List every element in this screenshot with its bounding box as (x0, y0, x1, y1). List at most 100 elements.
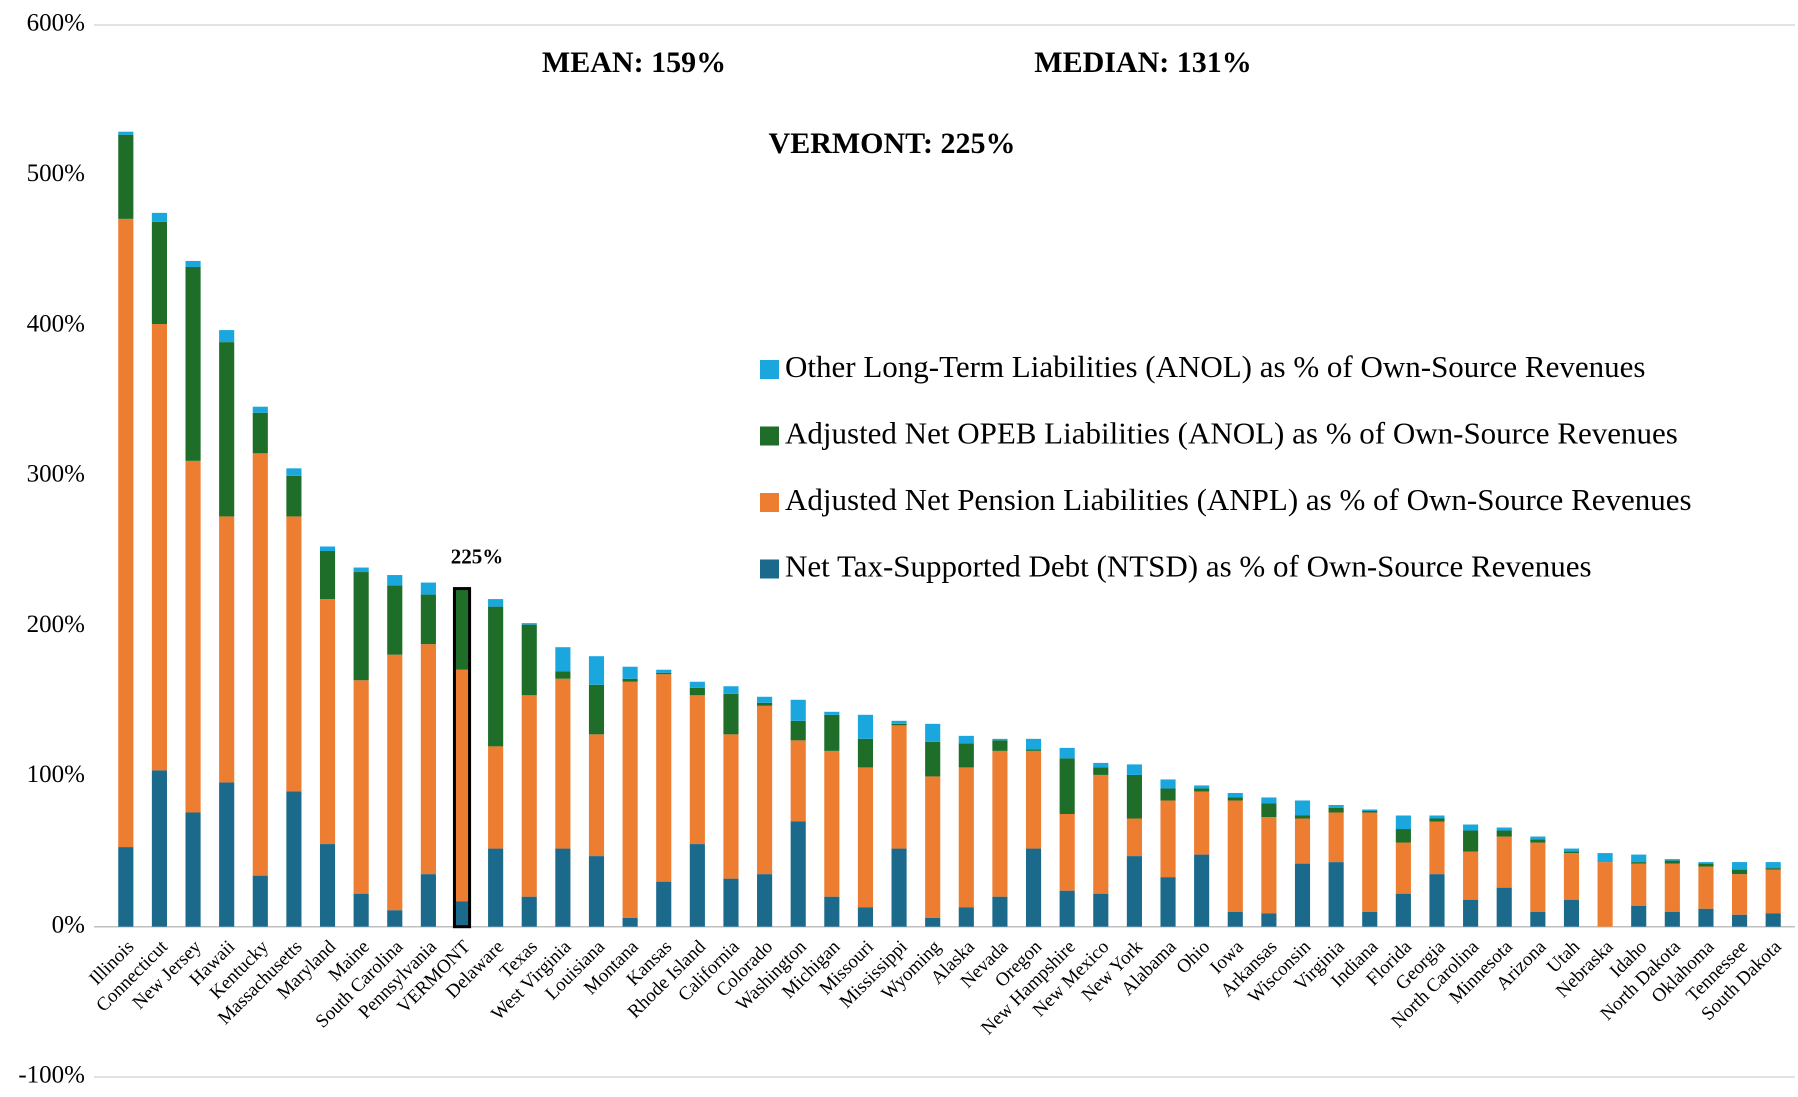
legend-swatch (760, 493, 779, 512)
bar-segment (1530, 839, 1546, 843)
bar-segment (824, 711, 840, 715)
bar-segment (1194, 854, 1210, 927)
bar-segment (118, 218, 134, 848)
bar-segment (925, 776, 941, 918)
bar-segment (992, 738, 1008, 741)
bar-segment (689, 687, 705, 696)
bar-segment (723, 734, 739, 879)
bar-segment (387, 910, 403, 927)
bar-segment (1362, 809, 1378, 811)
bar-segment (1530, 842, 1546, 912)
bar-segment (454, 588, 470, 670)
bar-segment (790, 821, 806, 927)
bar-segment (1732, 862, 1748, 870)
legend-label: Adjusted Net OPEB Liabilities (ANOL) as … (785, 416, 1678, 451)
bar-segment (790, 740, 806, 822)
legend-swatch (760, 426, 779, 446)
bar-segment (1194, 785, 1210, 789)
bar-segment (1496, 830, 1512, 837)
bar-segment (353, 680, 369, 894)
bar-segment (1059, 890, 1075, 927)
bar-segment (387, 575, 403, 586)
bar-segment (1261, 913, 1277, 927)
vermont-annotation: VERMONT: 225% (769, 127, 1016, 160)
bar-segment (118, 134, 134, 219)
bar-segment (588, 684, 605, 735)
bar-segment (286, 791, 302, 927)
bar-segment (1765, 869, 1781, 914)
bar-segment (219, 782, 235, 927)
bar-segment (521, 623, 537, 625)
bar-segment (353, 572, 369, 681)
bar-segment (656, 669, 672, 673)
x-tick-label: Ohio (1173, 936, 1215, 978)
bar-segment (319, 551, 336, 600)
bar-segment (1664, 860, 1680, 864)
bar-segment (1328, 812, 1344, 863)
bar-segment (1261, 817, 1277, 914)
legend-label: Other Long-Term Liabilities (ANOL) as % … (785, 349, 1645, 384)
bar-segment (622, 678, 638, 682)
bar-segment (1227, 911, 1243, 927)
bar-segment (1194, 791, 1210, 855)
bar-segment (622, 681, 638, 918)
bar-segment (1698, 862, 1714, 864)
bar-segment (118, 131, 134, 135)
bar-segment (588, 856, 605, 927)
bar-segment (891, 848, 907, 927)
bar-segment (1765, 913, 1781, 927)
bar-segment (1093, 767, 1109, 775)
bar-segment (689, 844, 705, 927)
bar-segment (824, 896, 840, 927)
bar-segment (891, 720, 907, 724)
bar-segment (151, 221, 167, 325)
bar-segment (454, 669, 470, 902)
bar-segment (185, 266, 201, 461)
bar-segment (185, 460, 201, 813)
bar-segment (1160, 800, 1176, 878)
bar-segment (488, 746, 504, 849)
bar-segment (790, 699, 806, 721)
bar-segment (319, 546, 336, 551)
bar-segment (1664, 863, 1680, 912)
bar-segment (757, 702, 773, 706)
bar-segment (1093, 893, 1109, 927)
bar-segment (1732, 874, 1748, 915)
bar-segment (286, 516, 302, 792)
bar-segment (1025, 738, 1042, 750)
bar-segment (252, 453, 268, 876)
bar-segment (420, 582, 436, 595)
bar-segment (1160, 779, 1176, 789)
bar-segment (387, 585, 403, 655)
bar-segment (252, 412, 268, 454)
bar-segment (723, 686, 739, 694)
bar-segment (1664, 911, 1680, 927)
y-tick-label: 400% (27, 310, 85, 337)
bar-segment (1160, 877, 1176, 927)
bar-segment (1227, 797, 1243, 801)
bar-segment (1395, 893, 1411, 927)
bar-segment (488, 848, 504, 927)
bar-segment (958, 735, 974, 744)
bar-segment (656, 674, 672, 882)
total-label: 225% (451, 544, 504, 568)
bar-segment (857, 907, 874, 927)
bar-segment (1093, 762, 1109, 768)
bar-segment (891, 725, 907, 849)
bar-segment (420, 874, 436, 927)
bar-segment (1126, 764, 1142, 775)
bar-segment (790, 720, 806, 741)
bar-segment (1732, 869, 1748, 875)
bar-segment (656, 881, 672, 927)
bar-segment (1126, 774, 1142, 819)
bar-segment (689, 695, 705, 845)
y-tick-label: -100% (18, 1062, 85, 1089)
bar-segment (824, 714, 840, 751)
bar-segment (992, 896, 1008, 927)
y-tick-label: 500% (27, 160, 85, 187)
bar-segment (387, 654, 403, 911)
bar-segment (1429, 815, 1445, 819)
bar-segment (857, 714, 874, 739)
bar-segment (1698, 863, 1714, 867)
bar-segment (656, 672, 672, 675)
